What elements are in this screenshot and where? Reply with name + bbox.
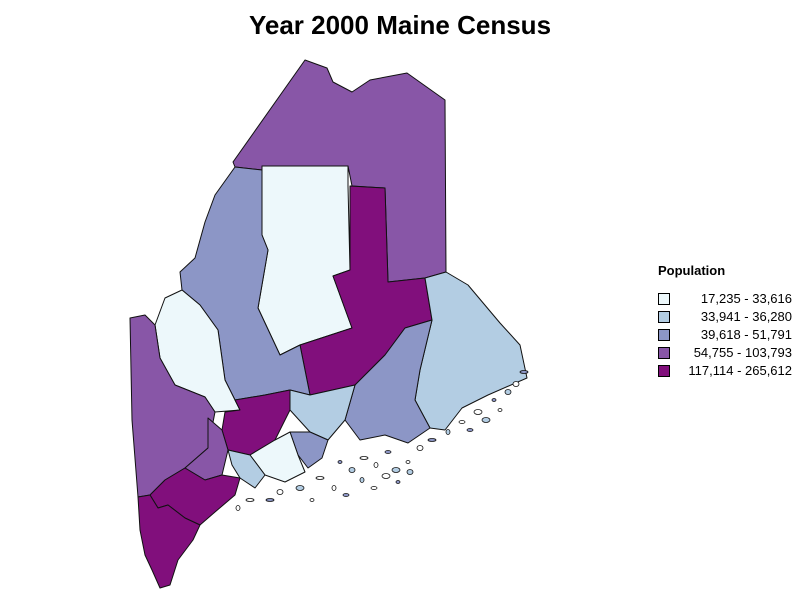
island [473,409,483,415]
legend-title: Population [658,263,726,278]
island [427,438,437,442]
legend-label: 54,755 - 103,793 [693,345,792,360]
legend-label: 117,114 - 265,612 [688,363,792,378]
island [276,489,284,495]
legend-swatch [658,365,670,377]
legend-swatch [658,293,670,305]
island [395,480,401,484]
island [405,460,411,464]
county-piscataquis[interactable] [257,165,353,356]
legend-row: 17,235 - 33,616 [658,290,798,308]
island [491,398,497,402]
island [309,498,315,502]
island [519,370,529,374]
island [373,462,379,468]
legend-row: 33,941 - 36,280 [658,308,798,326]
island [359,456,369,460]
island [384,450,392,454]
legend-swatch [658,347,670,359]
island [265,498,275,502]
legend-label: 17,235 - 33,616 [700,291,792,306]
island [504,389,512,395]
island [497,408,503,412]
island [381,473,391,479]
island [245,498,255,502]
legend-row: 117,114 - 265,612 [658,362,798,380]
legend-swatch [658,311,670,323]
legend-label: 33,941 - 36,280 [700,309,792,324]
county-sagadahoc[interactable] [227,449,266,489]
legend-row: 39,618 - 51,791 [658,326,798,344]
legend-swatch [658,329,670,341]
legend-row: 54,755 - 103,793 [658,344,798,362]
island [235,505,241,511]
island [348,467,356,473]
island [342,493,350,497]
island [481,417,491,423]
island [315,476,325,480]
island [370,486,378,490]
island [466,428,474,432]
island [391,467,401,473]
island [337,460,343,464]
legend-label: 39,618 - 51,791 [700,327,792,342]
coastal-islands [235,370,529,511]
county-hancock[interactable] [344,319,433,444]
island [458,420,466,424]
county-washington[interactable] [414,271,528,431]
island [416,445,424,451]
island [406,469,414,475]
county-lincoln[interactable] [249,431,306,483]
county-york[interactable] [137,494,201,589]
map-title: Year 2000 Maine Census [248,10,552,40]
island [512,381,520,387]
island [445,429,451,435]
map-legend: Population 17,235 - 33,616 33,941 - 36,2… [658,262,798,380]
island [359,477,365,483]
island [295,485,305,491]
island [331,485,337,491]
